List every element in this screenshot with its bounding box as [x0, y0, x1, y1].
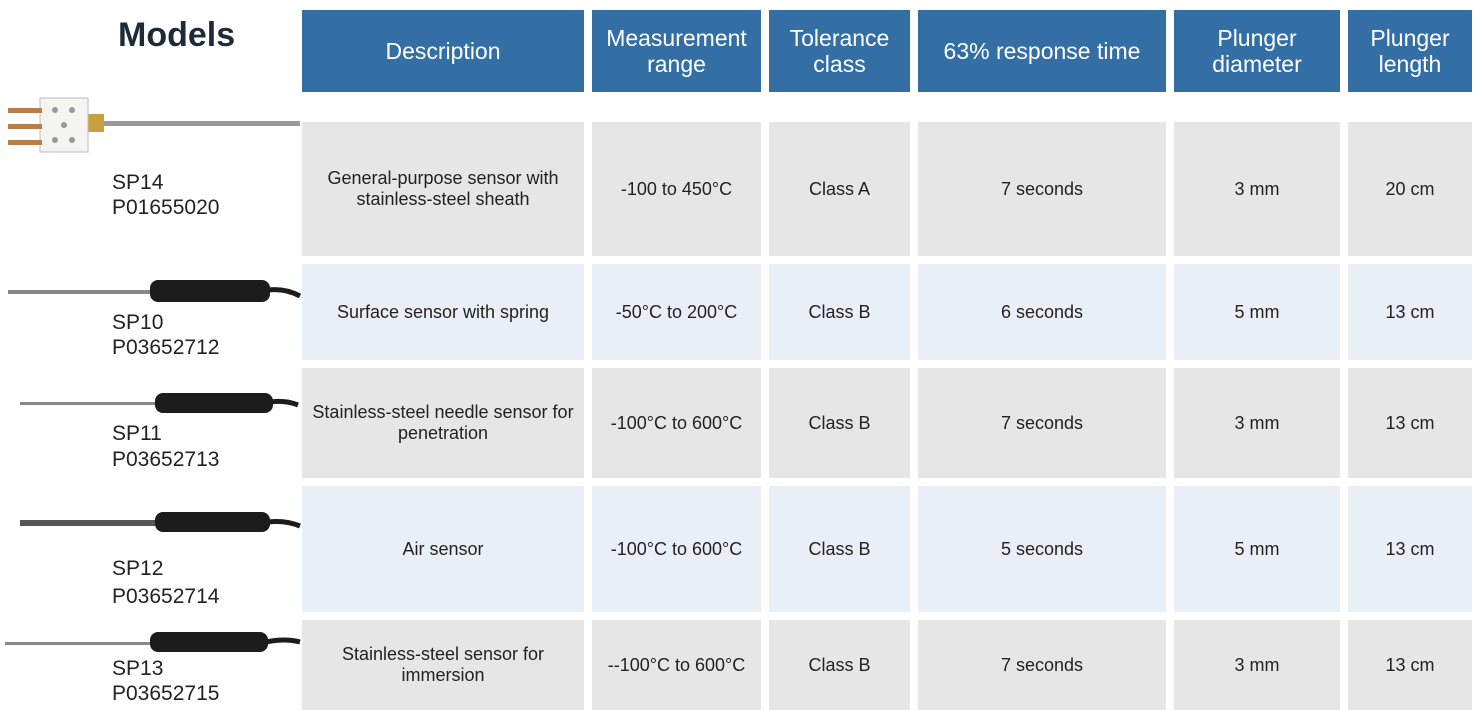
table-cell: Class B [769, 620, 910, 710]
column-header: Measurement range [592, 10, 761, 92]
model-code: P03652715 [112, 682, 219, 706]
table-cell: 13 cm [1348, 368, 1472, 478]
table-cell: 3 mm [1174, 620, 1340, 710]
probe-sp13 [5, 632, 300, 652]
table-cell: Air sensor [302, 486, 584, 612]
probe-sp11 [20, 393, 298, 413]
probe-sp14 [8, 98, 300, 152]
column-header: Tolerance class [769, 10, 910, 92]
model-code: P03652714 [112, 585, 219, 609]
table-cell: Class B [769, 368, 910, 478]
table-cell: Class A [769, 122, 910, 256]
model-code: P03652712 [112, 336, 219, 360]
table-cell: 7 seconds [918, 122, 1166, 256]
column-header: Plunger length [1348, 10, 1472, 92]
column-header: Plunger diameter [1174, 10, 1340, 92]
probe-sp12 [20, 512, 300, 532]
table-cell: 7 seconds [918, 620, 1166, 710]
table-cell: Stainless-steel sensor for immersion [302, 620, 584, 710]
table-cell: 6 seconds [918, 264, 1166, 360]
table-cell: -50°C to 200°C [592, 264, 761, 360]
model-name: SP12 [112, 557, 163, 581]
model-code: P03652713 [112, 448, 219, 472]
table-cell: Class B [769, 264, 910, 360]
page: Models [0, 0, 1480, 710]
table-cell: --100°C to 600°C [592, 620, 761, 710]
table-cell: 3 mm [1174, 368, 1340, 478]
table-cell: Class B [769, 486, 910, 612]
table-cell: 13 cm [1348, 620, 1472, 710]
table-cell: -100 to 450°C [592, 122, 761, 256]
column-header: 63% response time [918, 10, 1166, 92]
table-cell: -100°C to 600°C [592, 486, 761, 612]
table-cell: 5 seconds [918, 486, 1166, 612]
model-name: SP14 [112, 171, 163, 195]
model-name: SP10 [112, 311, 163, 335]
table-cell: Surface sensor with spring [302, 264, 584, 360]
column-header: Description [302, 10, 584, 92]
table-cell: 5 mm [1174, 486, 1340, 612]
table-cell: 13 cm [1348, 264, 1472, 360]
model-name: SP11 [112, 422, 162, 446]
table-cell: 5 mm [1174, 264, 1340, 360]
table-cell: 3 mm [1174, 122, 1340, 256]
model-name: SP13 [112, 657, 163, 681]
table-cell: 13 cm [1348, 486, 1472, 612]
table-cell: Stainless-steel needle sensor for penetr… [302, 368, 584, 478]
probe-sp10 [8, 280, 300, 302]
table-cell: 7 seconds [918, 368, 1166, 478]
model-code: P01655020 [112, 196, 219, 220]
table-cell: -100°C to 600°C [592, 368, 761, 478]
table-cell: 20 cm [1348, 122, 1472, 256]
table-cell: General-purpose sensor with stainless-st… [302, 122, 584, 256]
